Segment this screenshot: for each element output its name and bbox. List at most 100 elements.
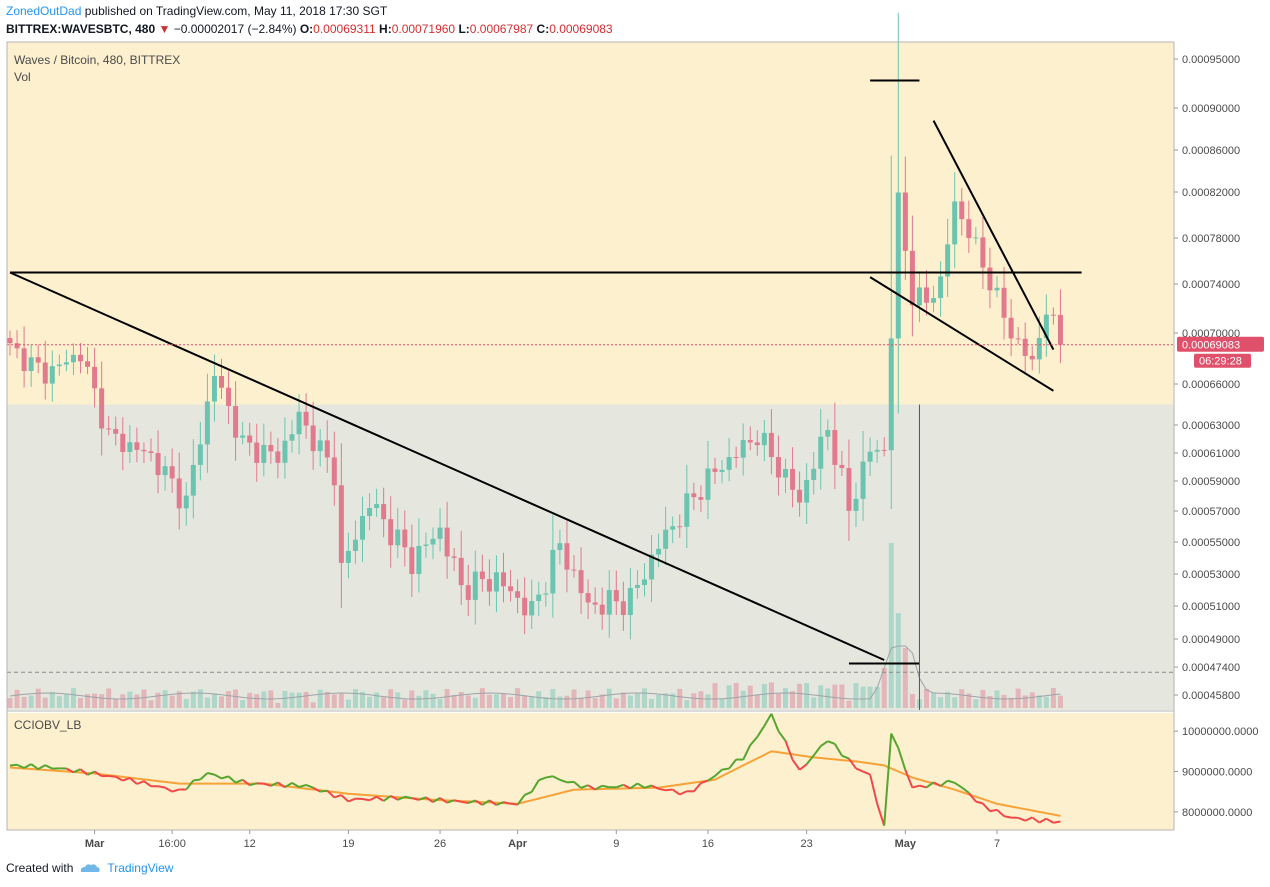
volume-bar [627, 695, 633, 708]
candle-body [254, 442, 260, 463]
oscillator-segment [580, 784, 589, 789]
volume-bar [437, 698, 443, 708]
candle-body [240, 435, 246, 438]
oscillator-segment [763, 713, 773, 727]
oscillator-segment [904, 769, 914, 788]
oscillator-segment [298, 783, 307, 788]
oscillator-segment [73, 768, 81, 774]
oscillator-segment [376, 795, 385, 802]
oscillator-segment [227, 775, 237, 784]
candle-body [888, 338, 894, 451]
oscillator-segment [221, 775, 229, 780]
upper-shaded-region [7, 42, 1174, 405]
volume-bar [444, 688, 450, 708]
volume-bar [705, 694, 711, 708]
volume-bar [430, 693, 436, 708]
candle-body [451, 556, 457, 558]
high-value: 0.00071960 [391, 22, 456, 36]
candle-body [818, 436, 824, 469]
oscillator-segment [503, 801, 511, 805]
trendline [9, 271, 885, 661]
candle-body [691, 493, 697, 498]
candle-body [592, 602, 598, 605]
lower-shaded-region [7, 404, 1174, 710]
oscillator-segment [573, 781, 582, 789]
candle-body [909, 250, 915, 306]
volume-bar [578, 697, 584, 708]
volume-bar [783, 688, 788, 708]
oscillator-segment [651, 784, 660, 790]
oscillator-segment [672, 788, 681, 796]
candle-body [775, 457, 781, 478]
volume-bar [416, 695, 422, 708]
candle-body [190, 464, 196, 496]
volume-bar [70, 688, 76, 708]
oscillator-segment [947, 779, 955, 784]
volume-bar [317, 689, 323, 708]
footer: Created with TradingView [6, 861, 173, 875]
oscillator-segment [122, 777, 131, 782]
candle-body [176, 478, 182, 509]
candle-body [261, 444, 267, 463]
volume-bar [691, 693, 697, 708]
oscillator-tick-label: 9000000.0000 [1182, 767, 1252, 779]
volume-bar [825, 688, 831, 708]
publish-info: ZonedOutDad published on TradingView.com… [6, 4, 387, 18]
volume-bar [945, 691, 951, 708]
candle-body [790, 468, 796, 490]
candle-body [444, 527, 450, 557]
chart-title: Waves / Bitcoin, 480, BITTREX [14, 53, 180, 67]
candle-body [853, 498, 859, 511]
oscillator-segment [1053, 820, 1061, 824]
volume-bar [768, 682, 774, 708]
volume-bar [656, 694, 662, 708]
volume-bar [747, 685, 753, 708]
candle-body [832, 430, 838, 465]
oscillator-segment [446, 799, 455, 804]
tradingview-link[interactable]: TradingView [107, 861, 174, 875]
candle-body [501, 572, 506, 587]
candle-body [515, 591, 521, 598]
oscillator-segment [488, 799, 497, 806]
oscillator-segment [968, 792, 977, 803]
volume-bar [536, 691, 542, 708]
candle-body [952, 201, 958, 245]
volume-bar [620, 692, 626, 708]
oscillator-segment [939, 779, 949, 787]
author-link[interactable]: ZonedOutDad [6, 4, 82, 18]
candle-body [649, 554, 655, 580]
open-value: 0.00069311 [313, 22, 376, 36]
oscillator-segment [143, 780, 152, 788]
candle-body [395, 529, 401, 546]
volume-label: Vol [14, 70, 31, 84]
volume-bar [134, 694, 140, 708]
oscillator-segment [530, 779, 540, 793]
oscillator-segment [1045, 817, 1054, 824]
candle-body [28, 357, 34, 372]
volume-bar [402, 699, 408, 708]
candle-body [127, 442, 133, 452]
oscillator-segment [404, 795, 413, 800]
oscillator-segment [193, 778, 201, 782]
oscillator-segment [812, 745, 822, 757]
candle-body [719, 469, 725, 472]
volume-bar [973, 699, 979, 708]
oscillator-segment [841, 754, 850, 760]
candle-body [49, 366, 55, 384]
candle-body [7, 338, 13, 344]
candle-body [211, 375, 217, 402]
oscillator-segment [340, 794, 350, 803]
price-tick-label: 0.00066000 [1182, 379, 1240, 391]
volume-bar [557, 696, 563, 708]
oscillator-segment [94, 770, 103, 777]
oscillator-segment [37, 764, 46, 771]
volume-bar [85, 694, 91, 708]
oscillator-tick-label: 10000000.0000 [1182, 726, 1258, 738]
volume-bar [176, 691, 182, 708]
candle-body [1050, 314, 1056, 316]
candle-body [550, 549, 556, 594]
oscillator-segment [919, 784, 927, 789]
candle-body [268, 444, 274, 452]
price-tick-label: 0.00063000 [1182, 420, 1240, 432]
